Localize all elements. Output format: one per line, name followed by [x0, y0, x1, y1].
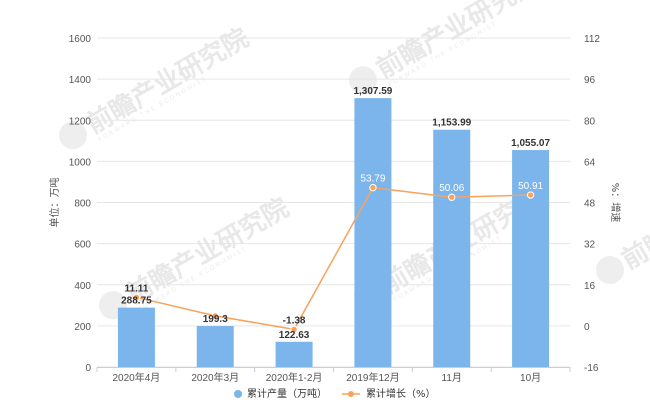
- bar-data-label: 122.63: [279, 330, 310, 341]
- bar-data-label: 1,307.59: [353, 86, 392, 97]
- x-tick-label: 2020年4月: [113, 371, 161, 384]
- bar: [117, 307, 155, 367]
- bar: [196, 326, 234, 367]
- watermark-logo-icon: [58, 121, 87, 150]
- y-left-tick-label: 1600: [69, 34, 92, 45]
- bar-data-label: 1,153.99: [432, 118, 471, 129]
- watermark-logo-icon: [596, 256, 624, 284]
- y-right-tick-label: 32: [584, 240, 596, 251]
- line-point: [290, 325, 298, 334]
- y-left-tick-label: 0: [85, 363, 91, 374]
- bar: [275, 341, 313, 367]
- y-right-axis-title: %：增速: [609, 183, 622, 223]
- legend-bar-marker-icon: [234, 390, 242, 398]
- line-data-label: 11.11: [124, 283, 148, 294]
- axes: 0 200 400 600 800 1000 1200 1400 1600 -16 0 16 32 48 6…: [48, 34, 622, 384]
- y-right-tick-label: 48: [584, 199, 596, 210]
- line-point: [132, 293, 141, 302]
- y-left-tick-label: 1000: [69, 157, 92, 168]
- y-right-tick-label: 96: [584, 75, 596, 86]
- bar: [512, 150, 550, 367]
- bar: [354, 98, 392, 368]
- line-point: [526, 191, 535, 199]
- bar-data-label: 199.3: [203, 314, 228, 325]
- y-left-tick-label: 200: [74, 322, 91, 333]
- x-tick-label: 11月: [442, 372, 462, 384]
- y-left-tick-label: 600: [74, 240, 91, 251]
- line-data-label: 50.06: [439, 183, 464, 194]
- watermark: 前瞻产业研究院: [596, 158, 650, 284]
- bar-data-label: 1,055.07: [511, 138, 550, 149]
- y-right-tick-label: 112: [584, 34, 600, 45]
- y-left-tick-label: 800: [74, 199, 91, 210]
- line-data-label: 50.91: [518, 181, 543, 192]
- bar: [433, 129, 471, 367]
- y-right-tick-label: 64: [584, 157, 596, 168]
- watermark-text: 前瞻产业研究院: [81, 22, 254, 140]
- line-point: [211, 312, 219, 320]
- line-path: [136, 186, 531, 331]
- y-right-tick-label: 80: [584, 116, 596, 127]
- y-left-tick-label: 1400: [69, 75, 92, 86]
- legend-line-label: 累计增长（%）: [366, 387, 436, 400]
- legend-line-dot-icon: [348, 391, 354, 397]
- line-data-label: -1.38: [283, 315, 306, 326]
- y-right-tick-label: 16: [584, 281, 596, 292]
- bar-series: [117, 98, 550, 368]
- line-point: [448, 193, 456, 201]
- line-point: [369, 183, 377, 192]
- watermark-logo-icon: [348, 66, 377, 95]
- x-tick-label: 2020年3月: [191, 371, 239, 384]
- line-data-label: 53.79: [360, 174, 385, 185]
- bar-data-label: 288.75: [121, 296, 152, 307]
- y-right-tick-label: 0: [584, 322, 590, 333]
- legend: 累计产量（万吨） 累计增长（%）: [234, 387, 436, 400]
- line-series: [132, 183, 535, 334]
- x-tick-label: 2019年12月: [346, 371, 399, 384]
- y-left-tick-label: 1200: [69, 116, 92, 127]
- x-tick-label: 10月: [520, 372, 541, 384]
- watermark-text: 前瞻产业研究院: [616, 158, 650, 276]
- y-left-axis-title: 单位：万吨: [48, 178, 61, 228]
- y-right-tick-label: -16: [584, 363, 599, 374]
- data-labels: 288.75 199.3 122.63 1,307.59 1,153.99 1,055.0…: [121, 86, 550, 341]
- y-left-tick-label: 400: [74, 281, 91, 292]
- x-tick-label: 2020年1-2月: [266, 371, 323, 384]
- legend-bar-label: 累计产量（万吨）: [247, 387, 327, 400]
